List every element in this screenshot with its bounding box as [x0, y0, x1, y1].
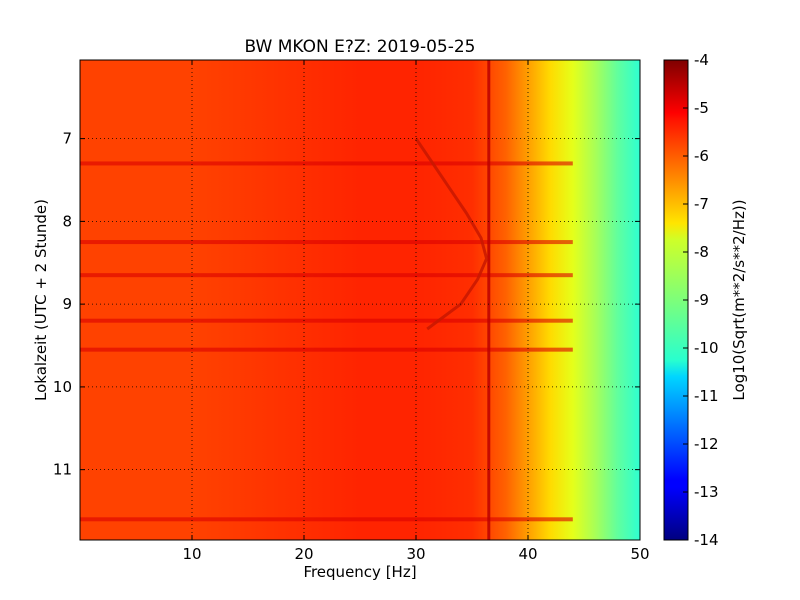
plot-area — [80, 60, 640, 540]
broadband-bursts — [80, 161, 573, 522]
x-tick-label: 40 — [518, 545, 537, 563]
colorbar-tick-label: -9 — [694, 291, 709, 309]
grid — [80, 60, 640, 540]
burst-streak — [80, 161, 573, 166]
y-tick-label: 11 — [53, 461, 72, 479]
x-tick-label: 50 — [630, 545, 649, 563]
chart-title: BW MKON E?Z: 2019-05-25 — [245, 37, 476, 57]
colorbar-tick-label: -7 — [694, 195, 709, 213]
x-tick-label: 20 — [294, 545, 313, 563]
burst-streak — [80, 318, 573, 323]
colorbar-tick-label: -12 — [694, 435, 719, 453]
burst-streak — [80, 517, 573, 522]
colorbar-tick-label: -6 — [694, 147, 709, 165]
colorbar-tick-label: -8 — [694, 243, 709, 261]
colorbar-tick-label: -13 — [694, 483, 719, 501]
burst-streak — [80, 240, 573, 245]
y-axis: 7 8 9 10 11 — [53, 130, 640, 479]
x-tick-label: 10 — [182, 545, 201, 563]
y-tick-label: 9 — [62, 295, 72, 313]
x-axis-label: Frequency [Hz] — [303, 563, 416, 581]
colorbar-tick-label: -10 — [694, 339, 719, 357]
y-tick-label: 8 — [62, 212, 72, 230]
y-tick-label: 10 — [53, 378, 72, 396]
spectrogram-background — [80, 60, 640, 540]
colorbar-tick-label: -5 — [694, 99, 709, 117]
y-tick-label: 7 — [62, 130, 72, 148]
burst-streak — [80, 347, 573, 352]
x-tick-label: 30 — [406, 545, 425, 563]
colorbar-tick-label: -4 — [694, 51, 709, 69]
colorbar-tick-label: -11 — [694, 387, 719, 405]
colorbar-tick-label: -14 — [694, 531, 719, 549]
sweeping-feature — [414, 137, 489, 331]
colorbar-label: Log10(Sqrt(m**2/s**2/Hz)) — [730, 199, 748, 400]
colorbar-ticks: -4 -5 -6 -7 -8 -9 -10 -11 -12 -13 -14 — [683, 51, 719, 549]
x-axis: 10 20 30 40 50 — [182, 60, 650, 563]
burst-streak — [80, 273, 573, 278]
plot-frame — [79, 59, 641, 541]
y-axis-label: Lokalzeit (UTC + 2 Stunde) — [32, 199, 50, 401]
